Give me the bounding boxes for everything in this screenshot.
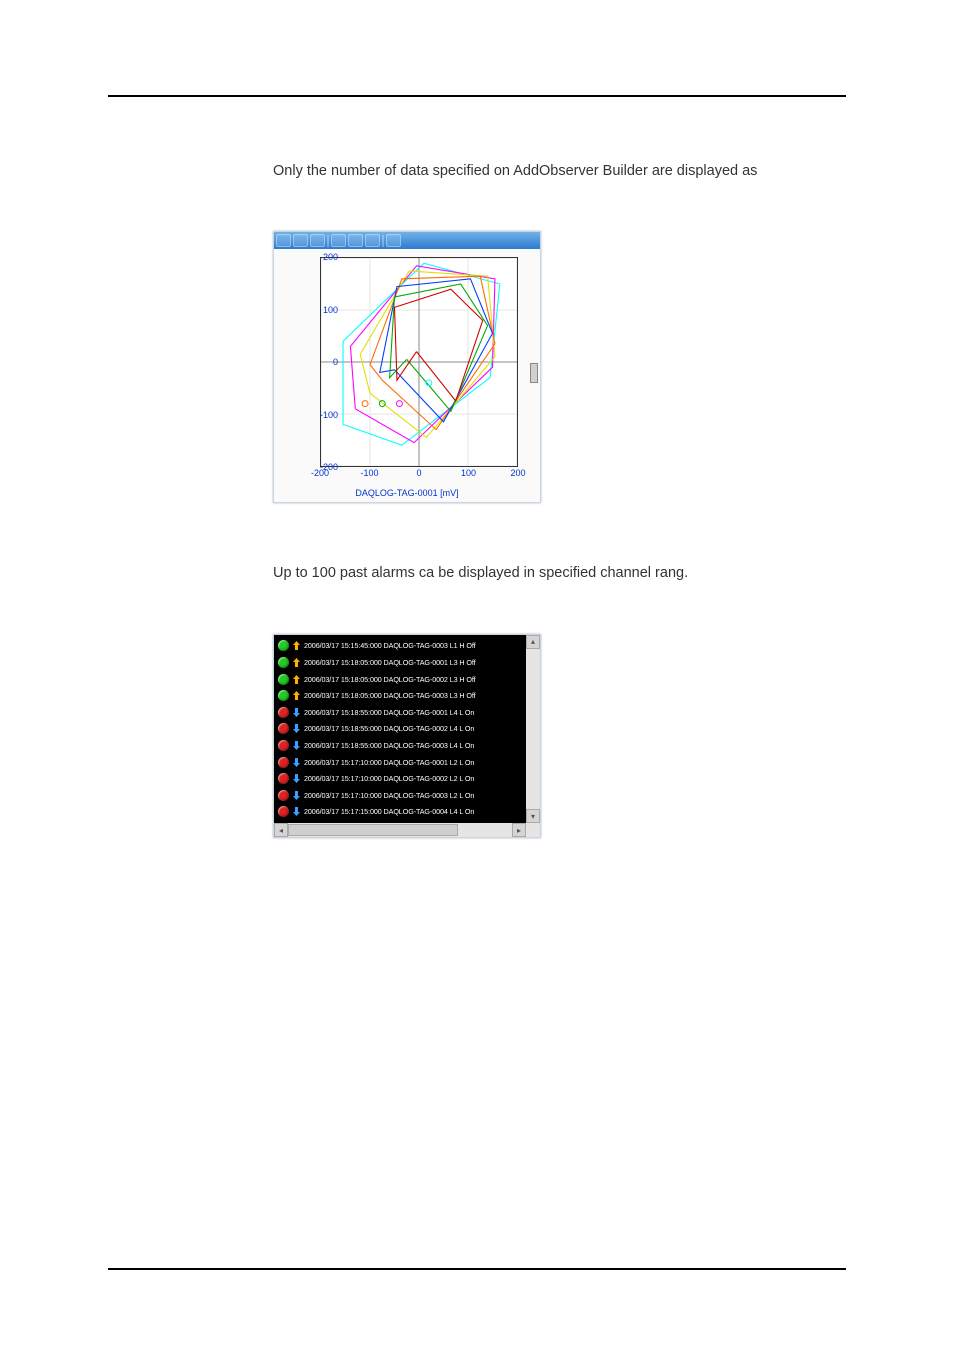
alarm-row[interactable]: 2006/03/17 15:17:10:000 DAQLOG-TAG-0003 … <box>276 787 524 804</box>
arrow-down-icon <box>292 807 301 816</box>
alarm-scrollbar-horizontal[interactable]: ◂ ▸ <box>274 823 540 837</box>
alarm-text: 2006/03/17 15:18:55:000 DAQLOG-TAG-0001 … <box>304 708 474 717</box>
alarm-text: 2006/03/17 15:18:05:000 DAQLOG-TAG-0003 … <box>304 691 476 700</box>
arrow-down-icon <box>292 708 301 717</box>
chart-svg <box>321 258 517 466</box>
toolbar-icon[interactable] <box>331 234 346 247</box>
scroll-track[interactable] <box>288 823 512 837</box>
scroll-corner <box>526 823 540 837</box>
arrow-down-icon <box>292 758 301 767</box>
alarm-row[interactable]: 2006/03/17 15:18:55:000 DAQLOG-TAG-0001 … <box>276 704 524 721</box>
alarm-text: 2006/03/17 15:18:05:000 DAQLOG-TAG-0002 … <box>304 675 476 684</box>
y-tick-label: 0 <box>308 357 338 367</box>
alarm-text: 2006/03/17 15:18:05:000 DAQLOG-TAG-0001 … <box>304 658 476 667</box>
alarm-row[interactable]: 2006/03/17 15:17:15:000 DAQLOG-TAG-0004 … <box>276 804 524 821</box>
toolbar-icon[interactable] <box>293 234 308 247</box>
toolbar-separator <box>382 235 384 247</box>
toolbar-icon[interactable] <box>310 234 325 247</box>
alarm-text: 2006/03/17 15:18:55:000 DAQLOG-TAG-0003 … <box>304 741 474 750</box>
plot-area <box>320 257 518 467</box>
alarm-row[interactable]: 2006/03/17 15:18:05:000 DAQLOG-TAG-0001 … <box>276 654 524 671</box>
toolbar-icon[interactable] <box>276 234 291 247</box>
y-tick-label: 200 <box>308 252 338 262</box>
status-alarm-icon <box>278 790 289 801</box>
scroll-up-button[interactable]: ▴ <box>526 635 540 649</box>
status-ok-icon <box>278 657 289 668</box>
status-ok-icon <box>278 674 289 685</box>
arrow-down-icon <box>292 741 301 750</box>
alarm-body: 2006/03/17 15:15:45:000 DAQLOG-TAG-0003 … <box>274 635 540 824</box>
x-axis-title: DAQLOG-TAG-0001 [mV] <box>355 488 458 498</box>
chart-panel: DAQLOG-TAG-0002 [mV] DAQLOG-TAG-0001 [mV… <box>273 231 541 503</box>
x-tick-label: 100 <box>461 468 476 478</box>
alarm-text: 2006/03/17 15:17:15:000 DAQLOG-TAG-0004 … <box>304 807 474 816</box>
arrow-down-icon <box>292 774 301 783</box>
scroll-right-button[interactable]: ▸ <box>512 823 526 837</box>
alarm-row[interactable]: 2006/03/17 15:18:55:000 DAQLOG-TAG-0003 … <box>276 737 524 754</box>
section2-text: Up to 100 past alarms ca be displayed in… <box>273 563 846 583</box>
arrow-down-icon <box>292 791 301 800</box>
alarm-text: 2006/03/17 15:17:10:000 DAQLOG-TAG-0003 … <box>304 791 474 800</box>
chart-side-handle[interactable] <box>530 363 538 383</box>
toolbar-icon[interactable] <box>365 234 380 247</box>
status-alarm-icon <box>278 773 289 784</box>
x-tick-label: 200 <box>510 468 525 478</box>
status-ok-icon <box>278 690 289 701</box>
arrow-up-icon <box>292 691 301 700</box>
status-ok-icon <box>278 640 289 651</box>
status-alarm-icon <box>278 707 289 718</box>
toolbar-icon[interactable] <box>348 234 363 247</box>
status-alarm-icon <box>278 757 289 768</box>
arrow-down-icon <box>292 724 301 733</box>
alarm-row[interactable]: 2006/03/17 15:18:05:000 DAQLOG-TAG-0003 … <box>276 687 524 704</box>
alarm-row[interactable]: 2006/03/17 15:18:05:000 DAQLOG-TAG-0002 … <box>276 671 524 688</box>
arrow-up-icon <box>292 641 301 650</box>
page: Only the number of data specified on Add… <box>0 0 954 1350</box>
chart-toolbar <box>274 232 540 249</box>
alarm-text: 2006/03/17 15:15:45:000 DAQLOG-TAG-0003 … <box>304 641 476 650</box>
x-tick-label: -100 <box>360 468 378 478</box>
top-rule <box>108 95 846 97</box>
scroll-thumb[interactable] <box>288 824 458 836</box>
chart-body: DAQLOG-TAG-0002 [mV] DAQLOG-TAG-0001 [mV… <box>274 249 540 502</box>
alarm-list: 2006/03/17 15:15:45:000 DAQLOG-TAG-0003 … <box>274 635 526 824</box>
y-tick-label: -100 <box>308 410 338 420</box>
x-tick-label: 0 <box>416 468 421 478</box>
status-alarm-icon <box>278 806 289 817</box>
scroll-left-button[interactable]: ◂ <box>274 823 288 837</box>
alarm-row[interactable]: 2006/03/17 15:17:10:000 DAQLOG-TAG-0001 … <box>276 754 524 771</box>
scroll-down-button[interactable]: ▾ <box>526 809 540 823</box>
alarm-text: 2006/03/17 15:17:10:000 DAQLOG-TAG-0001 … <box>304 758 474 767</box>
alarm-row[interactable]: 2006/03/17 15:18:55:000 DAQLOG-TAG-0002 … <box>276 721 524 738</box>
toolbar-separator <box>327 235 329 247</box>
alarm-text: 2006/03/17 15:18:55:000 DAQLOG-TAG-0002 … <box>304 724 474 733</box>
alarm-panel: 2006/03/17 15:15:45:000 DAQLOG-TAG-0003 … <box>273 634 541 839</box>
status-alarm-icon <box>278 740 289 751</box>
x-tick-label: -200 <box>311 468 329 478</box>
bottom-rule <box>108 1268 846 1270</box>
arrow-up-icon <box>292 675 301 684</box>
arrow-up-icon <box>292 658 301 667</box>
section1-text: Only the number of data specified on Add… <box>273 161 846 181</box>
alarm-text: 2006/03/17 15:17:10:000 DAQLOG-TAG-0002 … <box>304 774 474 783</box>
status-alarm-icon <box>278 723 289 734</box>
alarm-row[interactable]: 2006/03/17 15:17:10:000 DAQLOG-TAG-0002 … <box>276 770 524 787</box>
alarm-scrollbar-vertical[interactable]: ▴ ▾ <box>526 635 540 824</box>
toolbar-icon[interactable] <box>386 234 401 247</box>
alarm-row[interactable]: 2006/03/17 15:15:45:000 DAQLOG-TAG-0003 … <box>276 638 524 655</box>
y-tick-label: 100 <box>308 305 338 315</box>
